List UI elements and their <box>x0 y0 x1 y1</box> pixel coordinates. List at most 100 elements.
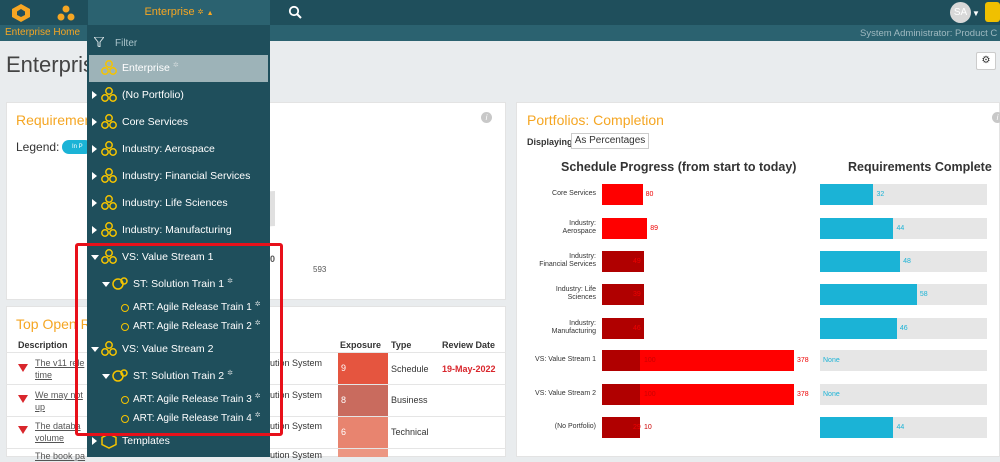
settings-icon[interactable]: ✲ <box>172 62 179 69</box>
dropdown-item-industry-life-sciences[interactable]: Industry: Life Sciences <box>122 197 228 209</box>
enterprise-dropdown-menu <box>87 25 270 457</box>
dropdown-item-enterprise[interactable]: Enterprise ✲ <box>122 62 179 74</box>
caret-up-icon: ▲ <box>206 10 214 17</box>
requirements-value-label: None <box>823 391 840 398</box>
schedule-bar <box>602 218 648 239</box>
caret-down-icon[interactable] <box>91 255 99 260</box>
col-review-date[interactable]: Review Date <box>442 340 496 350</box>
schedule-chart-heading: Schedule Progress (from start to today) <box>561 160 797 174</box>
dropdown-item-core-services[interactable]: Core Services <box>122 116 188 128</box>
row-label: Industry: Aerospace <box>562 220 596 235</box>
dropdown-item-no-portfolio[interactable]: (No Portfolio) <box>122 89 184 101</box>
requirements-value-label: 48 <box>903 258 911 265</box>
info-icon[interactable]: i <box>481 112 492 123</box>
caret-right-icon[interactable] <box>92 199 97 207</box>
breadcrumb[interactable]: Enterprise Home <box>5 27 81 38</box>
col-exposure[interactable]: Exposure <box>340 340 382 350</box>
risk-owner: ution System <box>270 450 323 460</box>
settings-icon[interactable]: ✲ <box>254 320 261 327</box>
schedule-bar <box>602 350 794 371</box>
enterprise-dropdown-label: Enterprise <box>144 6 195 18</box>
avatar-caret-icon[interactable]: ▼ <box>972 9 980 18</box>
schedule-value-label: 29 <box>633 424 641 431</box>
schedule-partial-label: 10 <box>644 424 652 431</box>
dropdown-item-industry-financial-services[interactable]: Industry: Financial Services <box>122 170 251 182</box>
settings-icon[interactable]: ✲ <box>254 412 261 419</box>
row-label: (No Portfolio) <box>554 423 596 430</box>
dropdown-item-st-solution-train-2[interactable]: ST: Solution Train 2 ✲ <box>133 370 233 382</box>
schedule-bar <box>602 184 643 205</box>
dropdown-item-art-agile-release-train-3[interactable]: ART: Agile Release Train 3 ✲ <box>133 393 261 405</box>
schedule-value-label: 89 <box>650 225 658 232</box>
release-train-icon <box>121 304 129 312</box>
dropdown-item-templates[interactable]: Templates <box>122 435 170 447</box>
caret-right-icon[interactable] <box>92 91 97 99</box>
risk-link[interactable]: The v11 rele <box>35 358 85 368</box>
risks-panel-title: Top Open R <box>16 316 91 332</box>
enterprise-dropdown-button[interactable]: Enterprise ✲ ▲ <box>88 0 270 25</box>
info-icon[interactable]: i <box>992 112 1000 123</box>
schedule-value-label: 46 <box>633 325 641 332</box>
risk-link-line2[interactable]: up <box>35 402 46 412</box>
settings-icon[interactable]: ✲ <box>254 301 261 308</box>
dropdown-item-art-agile-release-train-4[interactable]: ART: Agile Release Train 4 ✲ <box>133 412 261 424</box>
settings-gear-icon[interactable] <box>985 2 1000 22</box>
caret-right-icon[interactable] <box>92 172 97 180</box>
col-description[interactable]: Description <box>18 340 68 350</box>
caret-down-icon[interactable] <box>102 282 110 287</box>
caret-down-icon[interactable] <box>91 347 99 352</box>
enterprise-icon[interactable] <box>55 3 77 23</box>
caret-right-icon[interactable] <box>92 226 97 234</box>
search-icon[interactable] <box>288 5 302 19</box>
col-type[interactable]: Type <box>391 340 412 350</box>
portfolio-hex-icon <box>101 60 117 75</box>
risk-link-line2[interactable]: time <box>35 370 53 380</box>
risk-link-line2[interactable]: volume <box>35 433 65 443</box>
solution-train-icon <box>112 369 128 382</box>
dropdown-item-art-agile-release-train-1[interactable]: ART: Agile Release Train 1 ✲ <box>133 301 261 313</box>
requirements-bar <box>820 251 901 272</box>
risk-exposure: 8 <box>338 385 388 416</box>
requirements-bar <box>820 284 917 305</box>
settings-icon[interactable]: ✲ <box>227 370 233 377</box>
dropdown-item-industry-manufacturing[interactable]: Industry: Manufacturing <box>122 224 232 236</box>
legend-pill[interactable]: In P <box>62 140 92 154</box>
legend-label: Legend: <box>16 140 60 154</box>
app-logo-icon[interactable] <box>10 3 32 23</box>
release-train-icon <box>121 415 129 423</box>
portfolio-hex-icon <box>101 87 117 102</box>
schedule-bar-elapsed <box>602 384 640 405</box>
caret-right-icon[interactable] <box>92 118 97 126</box>
templates-icon <box>101 433 117 449</box>
dropdown-item-art-agile-release-train-2[interactable]: ART: Agile Release Train 2 ✲ <box>133 320 261 332</box>
risk-priority-icon <box>18 426 28 434</box>
risk-type: Technical <box>391 427 429 437</box>
dropdown-item-vs-value-stream-1[interactable]: VS: Value Stream 1 <box>122 251 214 263</box>
risk-link[interactable]: The databa <box>35 421 81 431</box>
risk-owner: ution System <box>270 358 323 368</box>
risk-exposure <box>338 449 388 457</box>
risk-link[interactable]: The book pa <box>35 451 86 461</box>
caret-down-icon[interactable] <box>102 374 110 379</box>
schedule-value-label: 49 <box>633 258 641 265</box>
filter-icon <box>94 37 104 47</box>
filter-input[interactable]: Filter <box>115 38 138 49</box>
portfolio-hex-icon <box>101 141 117 156</box>
schedule-bar-elapsed <box>602 251 644 272</box>
schedule-partial-label: 100 <box>644 357 656 364</box>
dropdown-item-vs-value-stream-2[interactable]: VS: Value Stream 2 <box>122 343 214 355</box>
dropdown-item-st-solution-train-1[interactable]: ST: Solution Train 1 ✲ <box>133 278 233 290</box>
row-label: Industry: Life Sciences <box>555 286 596 301</box>
caret-right-icon[interactable] <box>92 145 97 153</box>
caret-right-icon[interactable] <box>92 437 97 445</box>
displaying-select[interactable]: As Percentages <box>571 133 649 149</box>
page-settings-button[interactable]: ⚙ <box>976 52 996 70</box>
row-label: VS: Value Stream 1 <box>535 356 596 363</box>
settings-icon[interactable]: ✲ <box>254 393 261 400</box>
dropdown-item-industry-aerospace[interactable]: Industry: Aerospace <box>122 143 215 155</box>
settings-icon[interactable]: ✲ <box>227 278 233 285</box>
requirements-value-label: 46 <box>899 325 908 332</box>
avatar[interactable]: SA <box>950 2 971 23</box>
risk-exposure: 9 <box>338 353 388 384</box>
risk-link[interactable]: We may not <box>35 390 83 400</box>
